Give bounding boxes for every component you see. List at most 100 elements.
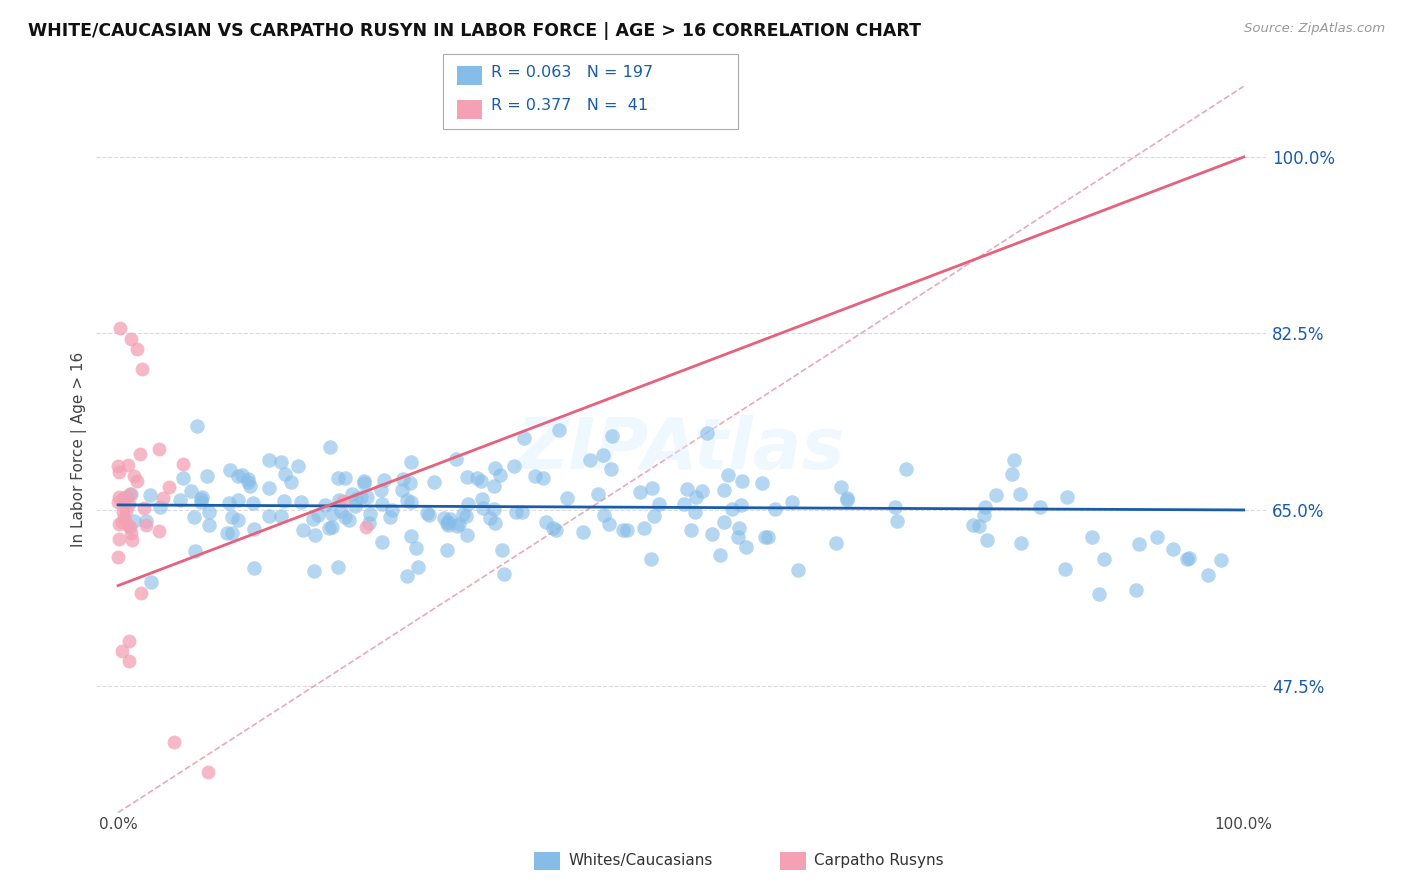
Point: [163, 735, 186, 749]
Point: [754, 530, 776, 544]
Point: [446, 519, 468, 533]
Point: [381, 503, 404, 517]
Point: [510, 505, 533, 519]
Point: [437, 518, 460, 533]
Point: [598, 516, 620, 531]
Point: [391, 472, 413, 486]
Point: [132, 501, 155, 516]
Point: [399, 495, 422, 509]
Point: [328, 493, 350, 508]
Point: [456, 528, 478, 542]
Point: [180, 483, 202, 498]
Point: [513, 431, 536, 445]
Point: [118, 654, 141, 668]
Point: [118, 497, 141, 511]
Point: [302, 511, 325, 525]
Point: [534, 515, 557, 529]
Point: [600, 461, 623, 475]
Point: [215, 526, 238, 541]
Point: [259, 481, 281, 495]
Point: [273, 494, 295, 508]
Point: [226, 493, 249, 508]
Point: [830, 480, 852, 494]
Point: [152, 491, 174, 505]
Point: [219, 463, 242, 477]
Point: [751, 475, 773, 490]
Point: [681, 523, 703, 537]
Point: [399, 476, 422, 491]
Point: [1197, 568, 1219, 582]
Point: [117, 458, 139, 473]
Point: [108, 465, 131, 479]
Point: [330, 503, 353, 517]
Point: [274, 467, 297, 481]
Point: [107, 550, 129, 565]
Point: [198, 505, 221, 519]
Point: [139, 488, 162, 502]
Point: [356, 490, 378, 504]
Point: [378, 510, 401, 524]
Point: [886, 515, 908, 529]
Text: Whites/Caucasians: Whites/Caucasians: [568, 854, 713, 868]
Point: [191, 491, 214, 505]
Point: [190, 494, 212, 508]
Point: [1178, 551, 1201, 566]
Point: [786, 564, 808, 578]
Point: [128, 447, 150, 461]
Point: [270, 509, 292, 524]
Point: [391, 483, 413, 497]
Point: [302, 564, 325, 578]
Point: [969, 519, 991, 533]
Point: [121, 533, 143, 547]
Point: [326, 559, 349, 574]
Point: [353, 476, 375, 491]
Point: [221, 509, 243, 524]
Point: [236, 475, 259, 490]
Point: [713, 515, 735, 529]
Point: [825, 536, 848, 550]
Point: [728, 521, 751, 535]
Point: [118, 520, 141, 534]
Point: [326, 471, 349, 485]
Point: [321, 507, 343, 521]
Point: [1001, 467, 1024, 482]
Point: [962, 518, 984, 533]
Point: [643, 508, 665, 523]
Point: [107, 495, 129, 509]
Point: [896, 462, 918, 476]
Point: [572, 525, 595, 540]
Point: [304, 528, 326, 542]
Point: [395, 568, 418, 582]
Point: [135, 514, 157, 528]
Point: [120, 526, 142, 541]
Point: [371, 498, 394, 512]
Point: [129, 586, 152, 600]
Point: [531, 471, 554, 485]
Point: [734, 541, 756, 555]
Point: [131, 361, 153, 376]
Point: [447, 516, 470, 531]
Point: [418, 508, 440, 522]
Point: [456, 509, 478, 524]
Point: [184, 544, 207, 558]
Point: [354, 519, 377, 533]
Point: [135, 517, 157, 532]
Point: [1010, 487, 1032, 501]
Point: [685, 490, 707, 504]
Point: [111, 644, 134, 658]
Point: [221, 525, 243, 540]
Point: [111, 491, 134, 506]
Point: [257, 453, 280, 467]
Point: [118, 487, 141, 501]
Point: [172, 470, 194, 484]
Point: [471, 491, 494, 506]
Point: [1125, 582, 1147, 597]
Point: [270, 455, 292, 469]
Point: [457, 497, 479, 511]
Point: [124, 514, 146, 528]
Point: [423, 475, 446, 489]
Point: [883, 500, 905, 515]
Point: [1056, 491, 1078, 505]
Point: [350, 490, 373, 504]
Point: [633, 521, 655, 535]
